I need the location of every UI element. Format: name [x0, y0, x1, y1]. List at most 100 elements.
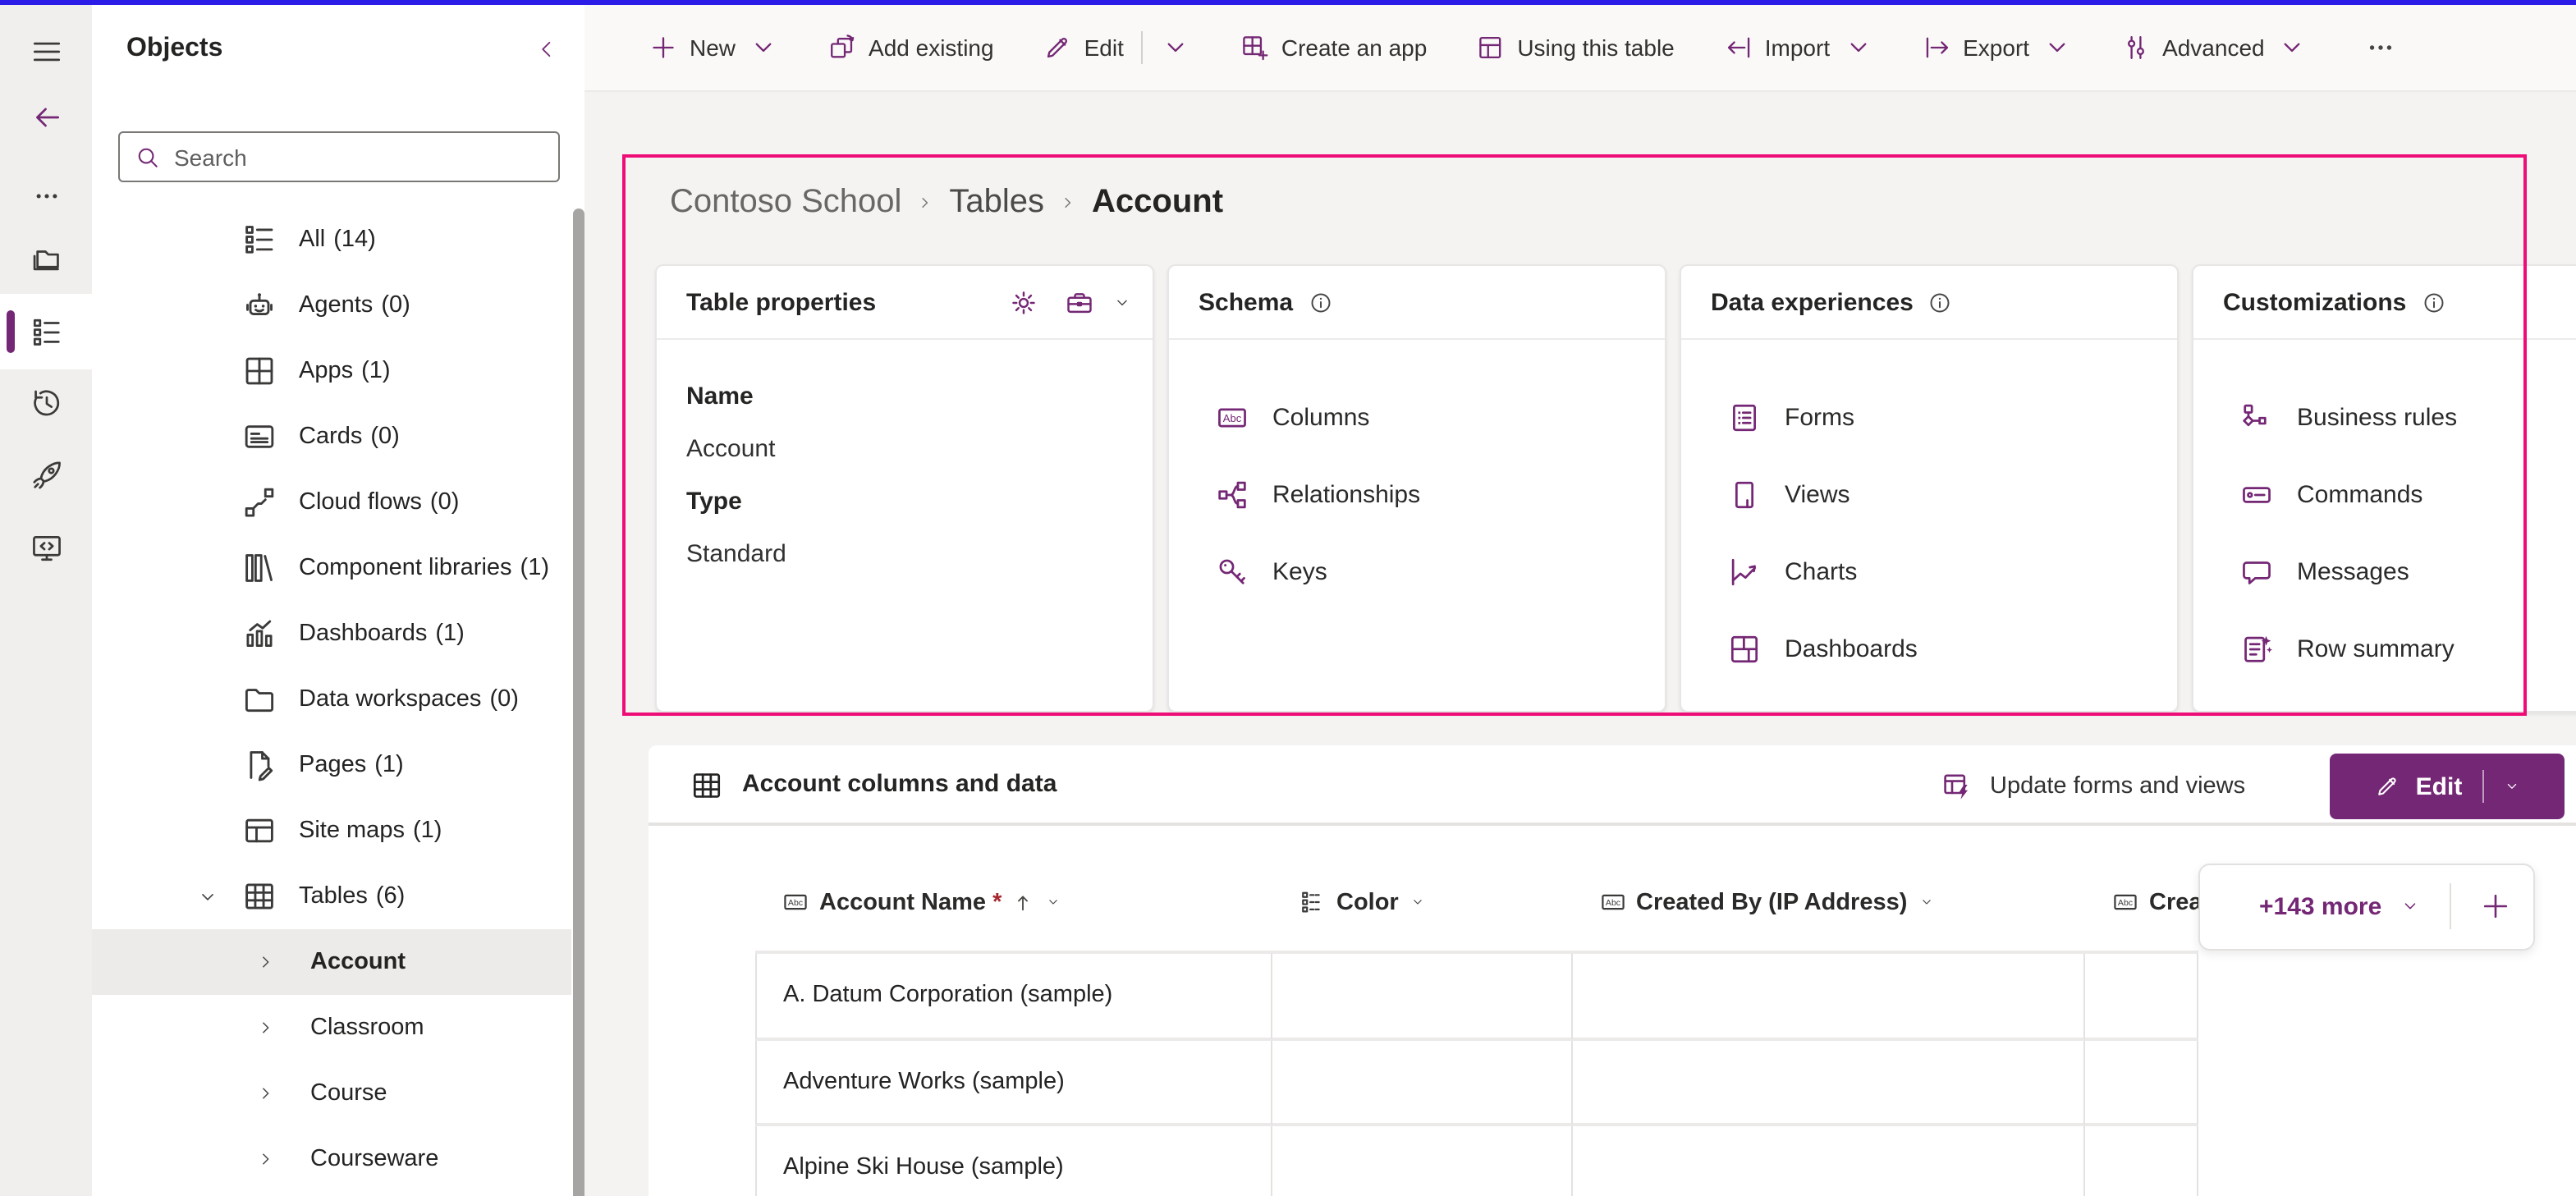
chevron-right-icon[interactable]: [256, 1018, 276, 1038]
advanced-button[interactable]: Advanced: [2121, 33, 2308, 62]
sidebar-item-cloud-flows[interactable]: Cloud flows (0): [92, 470, 571, 535]
using-this-table-button[interactable]: Using this table: [1476, 33, 1675, 62]
column-header-created-by-ip[interactable]: Abc Created By (IP Address): [1572, 854, 2085, 951]
info-icon[interactable]: [2421, 290, 2445, 314]
cell-account-name[interactable]: Adventure Works (sample): [755, 1040, 1272, 1126]
column-header-account-name[interactable]: Abc Account Name *: [755, 854, 1272, 951]
schema-relationships-link[interactable]: Relationships: [1169, 456, 1664, 534]
sidebar-item-apps[interactable]: Apps (1): [92, 338, 571, 404]
add-column-button[interactable]: [2478, 891, 2511, 923]
create-an-app-button[interactable]: Create an app: [1240, 33, 1427, 62]
business-rules-link[interactable]: Business rules: [2193, 379, 2576, 456]
cell-extra[interactable]: [2085, 1126, 2198, 1196]
chevron-down-icon[interactable]: [197, 887, 218, 908]
cell-created-by[interactable]: [1572, 1126, 2085, 1196]
plus-icon: [649, 33, 678, 62]
sidebar-item-table-account[interactable]: Account: [92, 929, 571, 995]
chevron-right-icon[interactable]: [256, 1149, 276, 1169]
cell-extra[interactable]: [2085, 954, 2198, 1040]
commands-link[interactable]: Commands: [2193, 456, 2576, 534]
rail-history-button[interactable]: [0, 364, 92, 440]
pencil-icon: [2375, 773, 2401, 800]
cell-color[interactable]: [1272, 1040, 1572, 1126]
chevron-down-icon[interactable]: [2400, 897, 2419, 917]
grid-header-row: Abc Account Name * Color Abc Created By …: [755, 854, 2198, 951]
panel-scrollbar[interactable]: [573, 208, 584, 1196]
card-title: Schema: [1199, 288, 1294, 316]
cell-account-name[interactable]: Alpine Ski House (sample): [755, 1126, 1272, 1196]
info-icon[interactable]: [1928, 290, 1953, 314]
chevron-down-icon[interactable]: [1162, 33, 1191, 62]
briefcase-icon[interactable]: [1063, 286, 1094, 318]
views-link[interactable]: Views: [1681, 456, 2176, 534]
item-count: (1): [374, 752, 404, 778]
rail-objects-button[interactable]: [0, 294, 92, 369]
dashboards-link[interactable]: Dashboards: [1681, 611, 2176, 688]
back-button[interactable]: [0, 79, 92, 154]
dashboard-icon: [1727, 632, 1762, 667]
sidebar-item-table-course[interactable]: Course: [92, 1061, 571, 1126]
charts-link[interactable]: Charts: [1681, 534, 2176, 611]
search-box[interactable]: [118, 131, 560, 182]
chevron-down-icon[interactable]: [1918, 895, 1933, 910]
cell-created-by[interactable]: [1572, 1040, 2085, 1126]
chevron-right-icon: [1059, 193, 1077, 211]
divider: [2449, 883, 2451, 930]
info-icon[interactable]: [1308, 290, 1332, 314]
sidebar-item-data-workspaces[interactable]: Data workspaces (0): [92, 667, 571, 732]
sidebar-item-dashboards[interactable]: Dashboards (1): [92, 601, 571, 667]
edit-split-button[interactable]: Edit: [1043, 31, 1191, 64]
field-value-name: Account: [686, 435, 776, 463]
sidebar-item-cards[interactable]: Cards (0): [92, 404, 571, 470]
sidebar-item-table-courseware[interactable]: Courseware: [92, 1126, 571, 1192]
chevron-down-icon[interactable]: [1046, 895, 1061, 910]
chevron-right-icon[interactable]: [256, 1084, 276, 1103]
messages-link[interactable]: Messages: [2193, 534, 2576, 611]
sidebar-item-tables[interactable]: Tables (6): [92, 864, 571, 929]
sidebar-item-all[interactable]: All (14): [92, 207, 571, 273]
more-columns-button[interactable]: +143 more: [2259, 892, 2382, 921]
chevron-down-icon: [749, 33, 778, 62]
breadcrumb-tables[interactable]: Tables: [949, 183, 1045, 219]
cell-created-by[interactable]: [1572, 954, 2085, 1040]
add-existing-button[interactable]: Add existing: [827, 33, 994, 62]
cell-color[interactable]: [1272, 954, 1572, 1040]
sidebar-item-component-libraries[interactable]: Component libraries (1): [92, 535, 571, 601]
rail-solutions-button[interactable]: [0, 222, 92, 297]
chevron-right-icon[interactable]: [256, 952, 276, 972]
chevron-down-icon[interactable]: [2503, 778, 2519, 795]
schema-columns-link[interactable]: Abc Columns: [1169, 379, 1664, 456]
forms-link[interactable]: Forms: [1681, 379, 2176, 456]
rail-launch-button[interactable]: [0, 437, 92, 512]
sort-ascending-icon: [1011, 891, 1034, 914]
item-count: (0): [429, 489, 460, 516]
gear-icon[interactable]: [1007, 286, 1038, 318]
sidebar-item-table-classroom[interactable]: Classroom: [92, 995, 571, 1061]
cell-color[interactable]: [1272, 1126, 1572, 1196]
objects-panel-header: Objects: [92, 5, 584, 94]
row-summary-link[interactable]: Row summary: [2193, 611, 2576, 688]
column-header-truncated[interactable]: Abc Crea: [2085, 854, 2198, 951]
update-forms-and-views-button[interactable]: Update forms and views: [1941, 745, 2245, 826]
sidebar-item-agents[interactable]: Agents (0): [92, 273, 571, 338]
breadcrumb-environment[interactable]: Contoso School: [670, 183, 902, 219]
export-button[interactable]: Export: [1922, 33, 2072, 62]
import-button[interactable]: Import: [1724, 33, 1872, 62]
new-button[interactable]: New: [649, 33, 778, 62]
column-header-color[interactable]: Color: [1272, 854, 1572, 951]
sidebar-item-pages[interactable]: Pages (1): [92, 732, 571, 798]
edit-data-button[interactable]: Edit: [2330, 754, 2565, 819]
cell-extra[interactable]: [2085, 1040, 2198, 1126]
chevron-down-icon[interactable]: [1410, 895, 1425, 910]
left-rail: [0, 5, 92, 1196]
sidebar-item-site-maps[interactable]: Site maps (1): [92, 798, 571, 864]
rail-code-button[interactable]: [0, 509, 92, 584]
schema-keys-link[interactable]: Keys: [1169, 534, 1664, 611]
collapse-panel-button[interactable]: [535, 38, 558, 61]
search-input[interactable]: [174, 144, 543, 170]
hamburger-menu-button[interactable]: [0, 13, 92, 89]
rail-more-button[interactable]: [0, 158, 92, 233]
cell-account-name[interactable]: A. Datum Corporation (sample): [755, 954, 1272, 1040]
more-commands-button[interactable]: [2367, 33, 2396, 62]
chevron-down-icon[interactable]: [1112, 293, 1130, 311]
